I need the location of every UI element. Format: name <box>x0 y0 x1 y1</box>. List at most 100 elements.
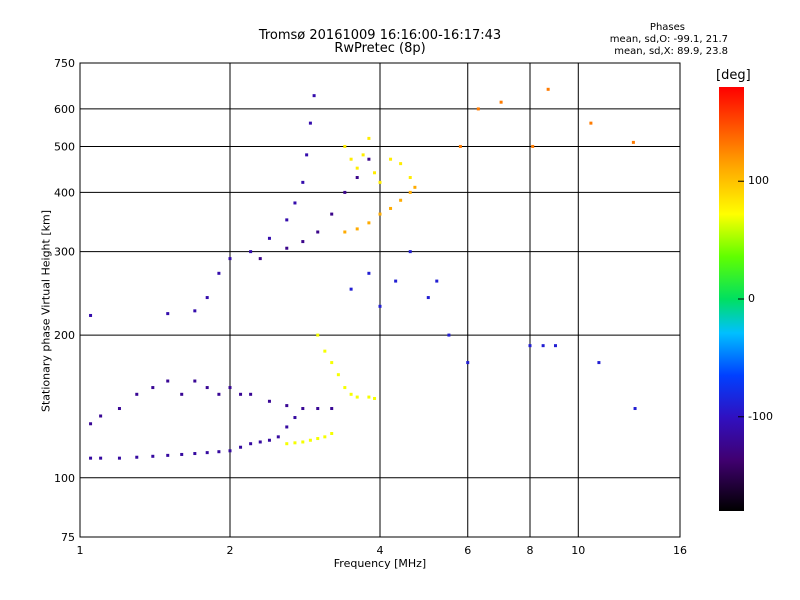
data-point <box>330 361 334 365</box>
data-point <box>293 201 297 205</box>
data-point <box>228 386 232 390</box>
data-point <box>312 94 316 98</box>
data-point <box>117 407 121 411</box>
data-point <box>205 451 209 455</box>
data-point <box>408 250 412 254</box>
data-point <box>355 227 359 231</box>
data-point <box>99 456 103 460</box>
data-point <box>89 456 93 460</box>
x-tick-label: 1 <box>77 544 84 557</box>
data-point <box>408 176 412 180</box>
data-point <box>413 185 417 189</box>
data-point <box>349 287 353 291</box>
series-8 <box>349 250 637 411</box>
data-point <box>89 313 93 317</box>
data-point <box>349 157 353 161</box>
data-point <box>151 386 155 390</box>
data-point <box>367 395 371 399</box>
data-point <box>166 379 170 383</box>
data-point <box>293 416 297 420</box>
series-5 <box>258 157 371 261</box>
stats-x-mode: mean, sd,X: 89.9, 23.8 <box>614 46 728 57</box>
data-point <box>267 236 271 240</box>
data-point <box>373 396 377 400</box>
x-tick-label: 6 <box>464 544 471 557</box>
data-point <box>239 392 243 396</box>
data-point <box>193 452 197 456</box>
y-tick-label: 750 <box>54 57 75 70</box>
data-point <box>316 230 320 234</box>
data-point <box>293 441 297 445</box>
colorbar-tick-label: 0 <box>748 292 755 305</box>
chart-title: Tromsø 20161009 16:16:00-16:17:43 <box>258 28 502 43</box>
data-point <box>205 386 209 390</box>
x-tick-label: 8 <box>527 544 534 557</box>
data-point <box>117 456 121 460</box>
y-tick-label: 75 <box>61 531 75 544</box>
data-point <box>367 221 371 225</box>
data-point <box>308 121 312 125</box>
data-point <box>151 454 155 458</box>
data-point <box>343 230 347 234</box>
data-point <box>394 279 398 283</box>
data-point <box>367 136 371 140</box>
y-tick-label: 300 <box>54 246 75 259</box>
data-point <box>355 176 359 180</box>
grid-lines <box>80 63 680 537</box>
data-point <box>373 171 377 175</box>
data-point <box>336 373 340 377</box>
data-point <box>276 435 280 439</box>
data-point <box>408 190 412 194</box>
data-point <box>367 271 371 275</box>
data-point <box>378 180 382 184</box>
data-point <box>239 445 243 449</box>
data-point <box>466 361 470 365</box>
axes: 1 2 4 6 8 10 16 75 100 200 300 400 500 600 750 <box>54 57 687 557</box>
data-point <box>349 392 353 396</box>
series-3 <box>316 333 377 400</box>
data-point <box>389 157 393 161</box>
data-point <box>305 153 309 157</box>
series-1 <box>285 431 334 446</box>
data-point <box>323 435 327 439</box>
data-point <box>631 140 635 144</box>
data-point <box>389 206 393 210</box>
data-point <box>399 198 403 202</box>
data-point <box>249 392 253 396</box>
data-point <box>99 414 103 418</box>
data-point <box>426 296 430 300</box>
data-point <box>330 212 334 216</box>
data-point <box>399 162 403 166</box>
data-point <box>301 407 305 411</box>
data-point <box>193 309 197 313</box>
x-axis-label: Frequency [MHz] <box>333 557 427 570</box>
y-tick-label: 100 <box>54 472 75 485</box>
data-point <box>135 455 139 459</box>
data-point <box>308 438 312 442</box>
colorbar-tick-label: -100 <box>748 409 773 423</box>
data-point <box>166 453 170 457</box>
data-point <box>541 344 545 348</box>
data-points <box>89 87 637 460</box>
data-point <box>285 218 289 222</box>
series-0 <box>89 416 297 460</box>
data-point <box>301 440 305 444</box>
series-9 <box>458 87 635 148</box>
data-point <box>180 452 184 456</box>
y-tick-label: 500 <box>54 140 75 153</box>
data-point <box>180 392 184 396</box>
data-point <box>343 386 347 390</box>
series-7 <box>343 136 412 184</box>
x-tick-label: 4 <box>377 544 384 557</box>
data-point <box>546 87 550 91</box>
data-point <box>435 279 439 283</box>
x-tick-label: 16 <box>673 544 687 557</box>
data-point <box>217 271 221 275</box>
data-point <box>89 422 93 426</box>
x-tick-label: 2 <box>227 544 234 557</box>
data-point <box>316 407 320 411</box>
data-point <box>476 107 480 111</box>
data-point <box>343 190 347 194</box>
data-point <box>285 246 289 250</box>
